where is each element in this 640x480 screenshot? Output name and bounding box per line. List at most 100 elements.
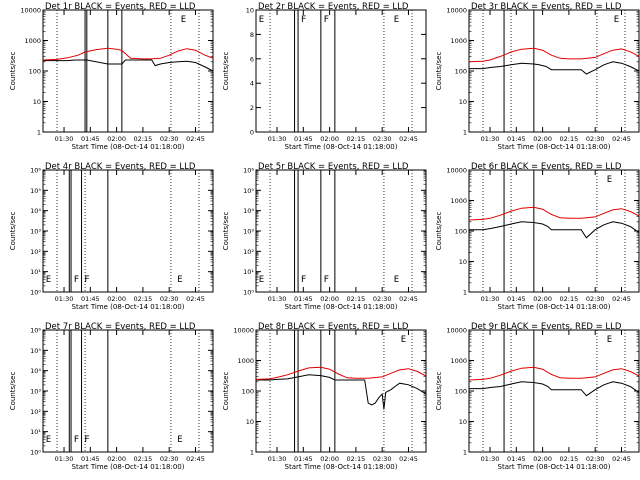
event-marker-label: E bbox=[394, 275, 399, 285]
x-tick-label: 01:30 bbox=[481, 455, 500, 463]
y-tick-label: 4 bbox=[250, 80, 254, 88]
panel-title: Det 3r BLACK = Events, RED = LLD bbox=[471, 2, 622, 12]
panel-title: Det 9r BLACK = Events, RED = LLD bbox=[471, 322, 622, 332]
y-tick-label: 10 bbox=[246, 418, 254, 426]
event-marker-label: E bbox=[607, 335, 612, 345]
x-tick-label: 02:15 bbox=[347, 455, 366, 463]
y-tick-label: 10000 bbox=[233, 327, 254, 335]
x-tick-label: 01:30 bbox=[55, 135, 74, 143]
y-tick-label: 1000 bbox=[450, 357, 467, 365]
x-tick-label: 02:30 bbox=[160, 295, 179, 303]
y-tick-label: 10¹ bbox=[30, 428, 41, 436]
event-marker-label: F bbox=[74, 435, 79, 445]
x-tick-label: 02:15 bbox=[560, 295, 579, 303]
x-tick-label: 02:00 bbox=[107, 455, 126, 463]
x-tick-label: 02:00 bbox=[320, 455, 339, 463]
y-tick-label: 10² bbox=[243, 248, 254, 256]
x-tick-label: 02:00 bbox=[533, 295, 552, 303]
panel-det-3: Det 3r BLACK = Events, RED = LLD 1 10 100 10… bbox=[435, 2, 640, 151]
x-tick-label: 01:45 bbox=[81, 295, 100, 303]
x-tick-label: 02:15 bbox=[560, 455, 579, 463]
x-tick-label: 01:30 bbox=[481, 135, 500, 143]
y-tick-label: 10⁵ bbox=[30, 187, 41, 195]
y-tick-label: 10³ bbox=[30, 228, 41, 236]
x-tick-label: 02:45 bbox=[399, 135, 418, 143]
y-axis-label: Counts/sec bbox=[9, 372, 17, 411]
panel-title: Det 2r BLACK = Events, RED = LLD bbox=[258, 2, 409, 12]
event-marker-label: F bbox=[84, 275, 89, 285]
panel-det-5: Det 5r BLACK = Events, RED = LLD 10⁰ 10¹ 10… bbox=[222, 162, 427, 311]
y-tick-label: 1 bbox=[463, 289, 467, 297]
panel-det-7: Det 7r BLACK = Events, RED = LLD 10⁰ 10¹ 10… bbox=[9, 322, 214, 471]
series-events-line bbox=[43, 59, 214, 72]
event-marker-label: E bbox=[401, 335, 406, 345]
y-tick-label: 0 bbox=[250, 129, 254, 137]
x-tick-label: 01:30 bbox=[55, 295, 74, 303]
y-tick-label: 1000 bbox=[450, 197, 467, 205]
y-axis-label: Counts/sec bbox=[9, 212, 17, 251]
y-tick-label: 10 bbox=[459, 418, 467, 426]
series-events-line bbox=[256, 374, 427, 410]
y-tick-label: 10⁶ bbox=[243, 167, 254, 175]
plot-frame bbox=[42, 329, 214, 453]
x-tick-label: 02:45 bbox=[399, 455, 418, 463]
y-tick-label: 10⁰ bbox=[30, 449, 41, 457]
x-tick-label: 02:45 bbox=[612, 295, 631, 303]
y-tick-label: 10000 bbox=[20, 7, 41, 15]
y-tick-label: 1 bbox=[463, 129, 467, 137]
x-tick-label: 01:30 bbox=[481, 295, 500, 303]
x-axis-label: Start Time (08-Oct-14 01:18:00) bbox=[72, 143, 185, 151]
x-axis-label: Start Time (08-Oct-14 01:18:00) bbox=[498, 143, 611, 151]
event-marker-label: E bbox=[259, 15, 264, 25]
y-tick-label: 1000 bbox=[24, 37, 41, 45]
x-tick-label: 02:30 bbox=[160, 135, 179, 143]
x-axis-label: Start Time (08-Oct-14 01:18:00) bbox=[72, 303, 185, 311]
y-tick-label: 1 bbox=[250, 449, 254, 457]
x-tick-label: 02:30 bbox=[586, 295, 605, 303]
x-tick-label: 01:45 bbox=[294, 455, 313, 463]
x-tick-label: 02:15 bbox=[134, 135, 153, 143]
y-tick-label: 10 bbox=[33, 98, 41, 106]
y-tick-label: 100 bbox=[455, 388, 467, 396]
y-tick-label: 1 bbox=[37, 129, 41, 137]
x-tick-label: 02:45 bbox=[612, 135, 631, 143]
x-axis-label: Start Time (08-Oct-14 01:18:00) bbox=[498, 303, 611, 311]
y-tick-label: 10⁶ bbox=[30, 167, 41, 175]
event-marker-label: F bbox=[324, 15, 329, 25]
y-tick-label: 10 bbox=[459, 258, 467, 266]
x-tick-label: 01:45 bbox=[507, 455, 526, 463]
y-tick-label: 1 bbox=[463, 449, 467, 457]
series-events-line bbox=[469, 381, 640, 397]
series-lld-line bbox=[42, 47, 214, 61]
event-marker-label: E bbox=[259, 275, 264, 285]
x-tick-label: 01:30 bbox=[268, 455, 287, 463]
event-marker-label: E bbox=[177, 275, 182, 285]
panel-title: Det 1r BLACK = Events, RED = LLD bbox=[45, 2, 196, 12]
plot-frame bbox=[255, 329, 427, 453]
y-axis-label: Counts/sec bbox=[435, 372, 443, 411]
x-axis-label: Start Time (08-Oct-14 01:18:00) bbox=[285, 143, 398, 151]
y-tick-label: 10⁰ bbox=[30, 289, 41, 297]
series-events-line bbox=[469, 221, 640, 239]
plot-frame bbox=[468, 329, 640, 453]
y-axis-label: Counts/sec bbox=[435, 212, 443, 251]
x-tick-label: 02:30 bbox=[373, 295, 392, 303]
event-marker-label: E bbox=[46, 275, 51, 285]
x-tick-label: 02:30 bbox=[373, 455, 392, 463]
x-tick-label: 01:45 bbox=[81, 135, 100, 143]
x-tick-label: 01:30 bbox=[268, 295, 287, 303]
x-tick-label: 02:15 bbox=[347, 295, 366, 303]
y-axis-label: Counts/sec bbox=[222, 372, 230, 411]
y-tick-label: 100 bbox=[455, 228, 467, 236]
y-tick-label: 1000 bbox=[237, 357, 254, 365]
panel-det-1: Det 1r BLACK = Events, RED = LLD 1 10 100 10… bbox=[9, 2, 214, 151]
x-tick-label: 01:30 bbox=[268, 135, 287, 143]
series-lld-line bbox=[468, 206, 640, 221]
y-tick-label: 10 bbox=[246, 7, 254, 15]
y-tick-label: 10⁶ bbox=[30, 327, 41, 335]
event-marker-label: F bbox=[301, 15, 306, 25]
y-tick-label: 10000 bbox=[446, 327, 467, 335]
y-tick-label: 10000 bbox=[446, 7, 467, 15]
x-tick-label: 01:30 bbox=[55, 455, 74, 463]
y-tick-label: 100 bbox=[455, 68, 467, 76]
